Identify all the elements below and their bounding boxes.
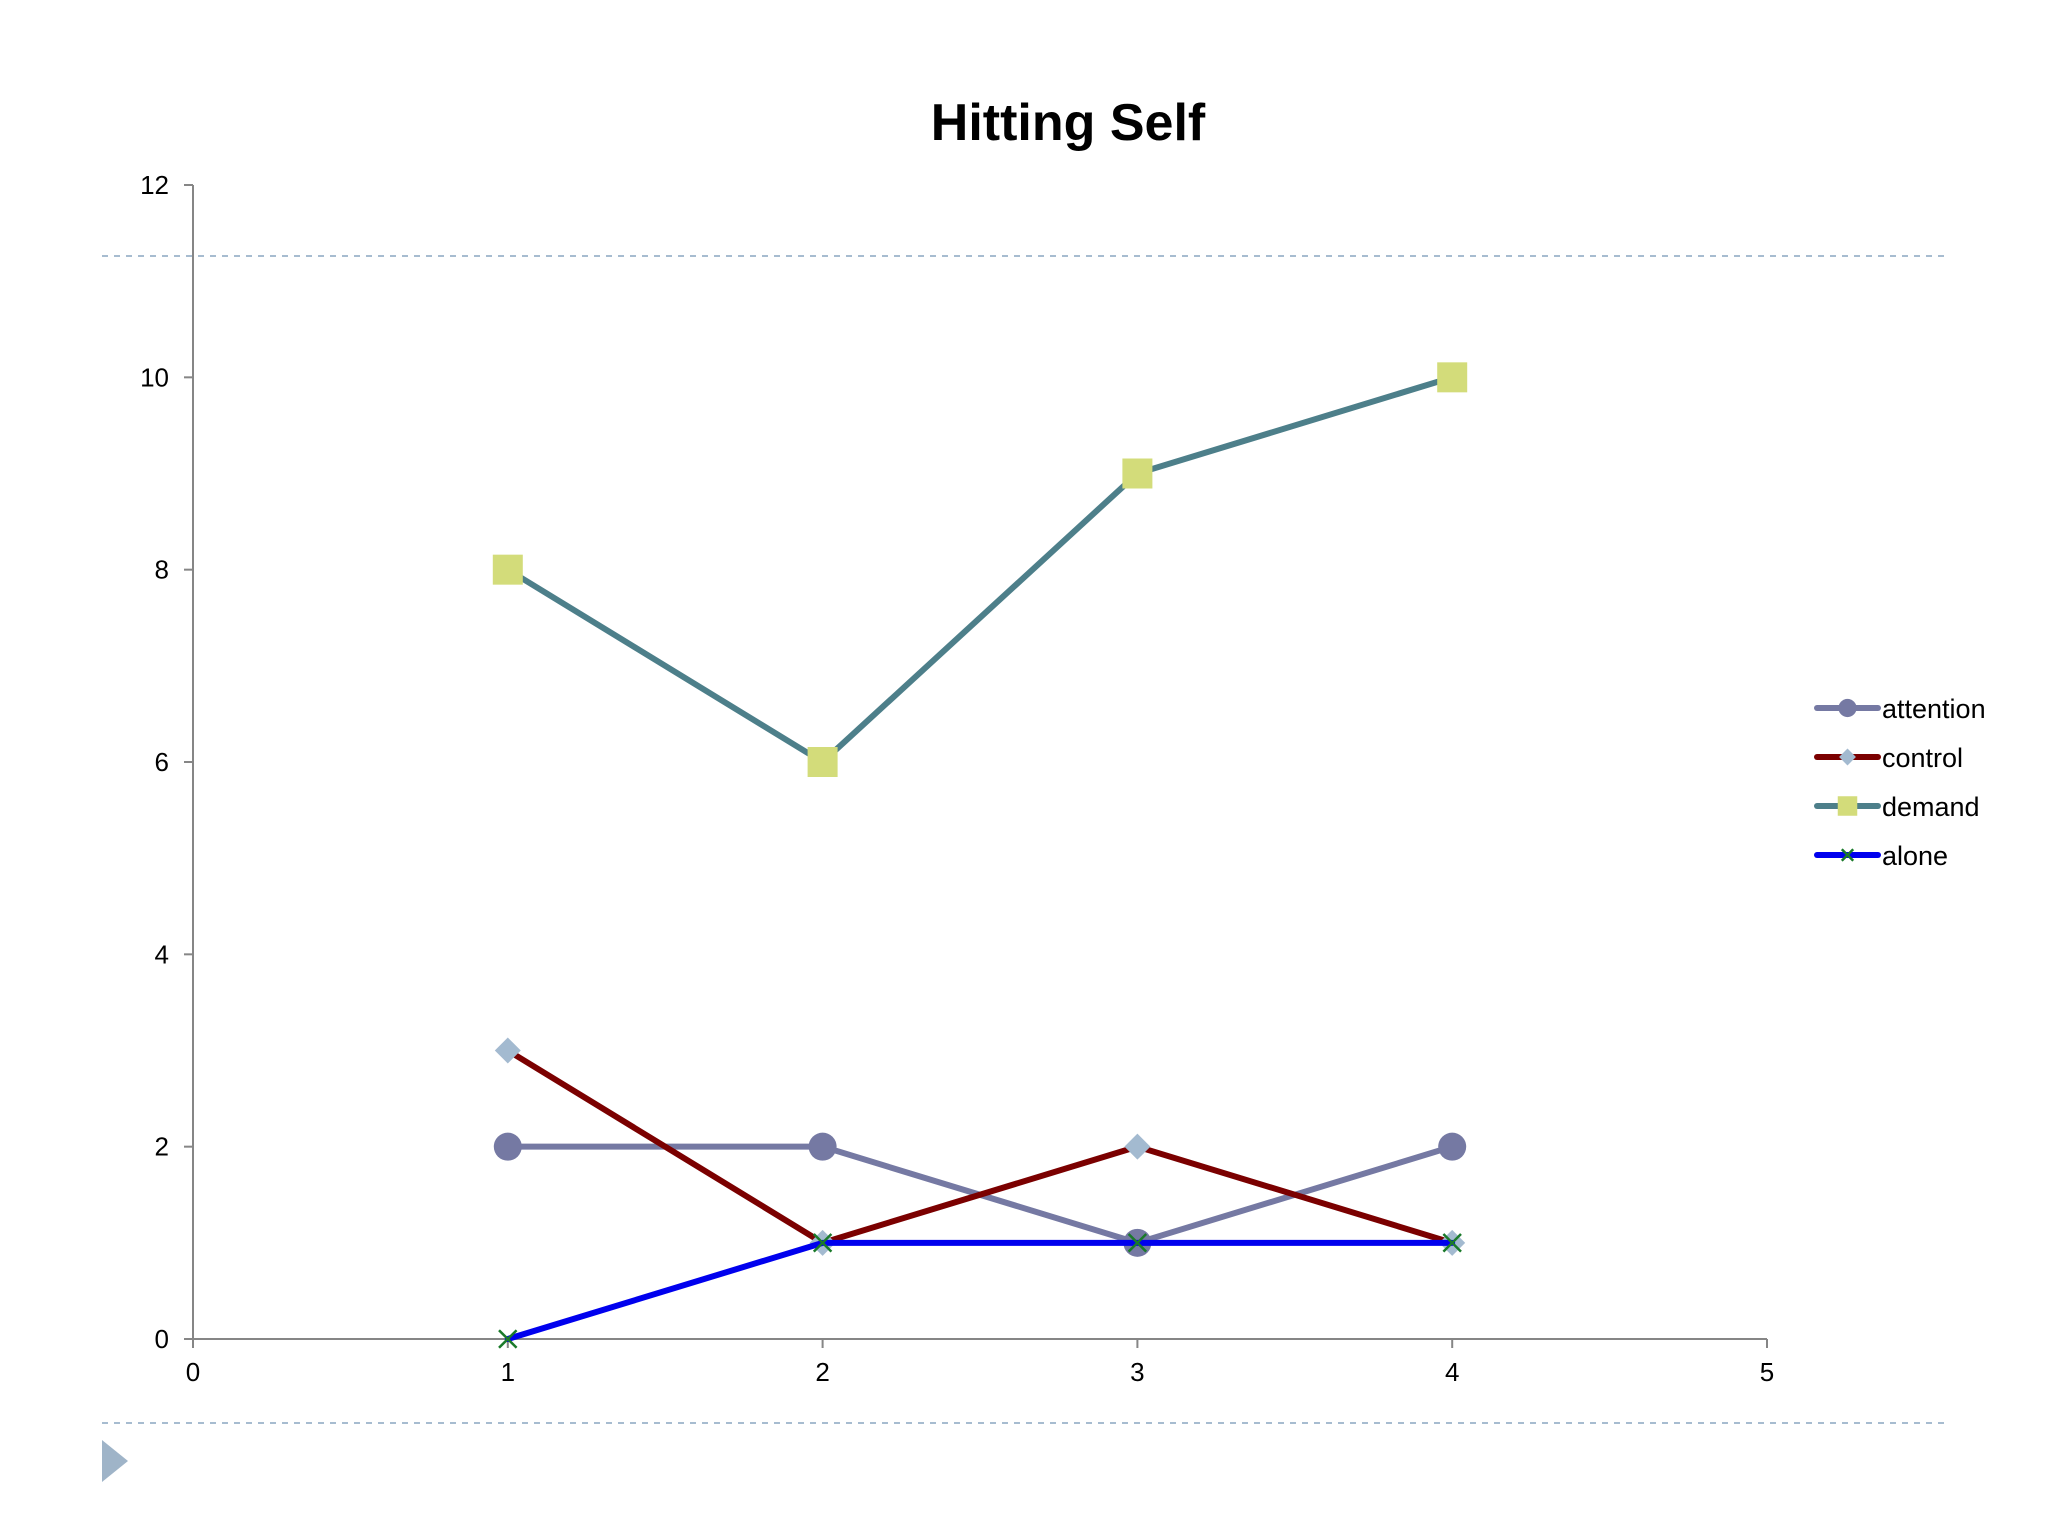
legend-item-attention: attention — [1814, 694, 1986, 724]
x-tick-label: 1 — [501, 1357, 515, 1387]
legend-label: control — [1882, 743, 1963, 773]
series-line-control — [504, 1047, 1456, 1246]
data-point-demand — [1437, 362, 1468, 393]
data-point-control — [1124, 1133, 1151, 1160]
y-tick-label: 6 — [155, 747, 169, 777]
series-line-demand — [504, 374, 1456, 765]
data-point-demand — [1122, 458, 1153, 489]
x-tick-label: 4 — [1445, 1357, 1459, 1387]
legend-item-control: control — [1814, 743, 1963, 773]
data-point-attention — [493, 1132, 522, 1161]
x-tick-label: 3 — [1130, 1357, 1144, 1387]
data-point-alone — [1127, 1233, 1148, 1253]
data-point-demand — [492, 554, 523, 585]
data-point-demand — [807, 747, 838, 777]
chart-title: Hitting Self — [931, 94, 1206, 152]
legend-swatch-marker — [1837, 796, 1858, 816]
y-tick-label: 0 — [155, 1324, 169, 1354]
legend-label: attention — [1882, 694, 1986, 724]
legend-swatch-marker — [1839, 748, 1856, 766]
legend-item-alone: alone — [1814, 841, 1948, 871]
y-tick-label: 4 — [155, 939, 169, 969]
y-tick-label: 12 — [140, 170, 169, 200]
legend: attention control demand alone — [1814, 694, 1986, 871]
data-point-alone — [812, 1233, 833, 1253]
data-point-alone — [1442, 1233, 1462, 1253]
triangle-right-icon[interactable] — [102, 1440, 128, 1482]
data-point-attention — [808, 1132, 837, 1161]
legend-label: demand — [1882, 792, 1980, 822]
plot-area — [492, 362, 1468, 1349]
legend-label: alone — [1882, 841, 1948, 871]
series-line-alone — [504, 1239, 1456, 1342]
y-tick-label: 2 — [155, 1132, 169, 1162]
y-tick-label: 8 — [155, 555, 169, 585]
series-alone — [498, 1233, 1462, 1349]
y-tick-label: 10 — [140, 362, 169, 392]
series-demand — [492, 362, 1468, 777]
legend-item-demand: demand — [1814, 792, 1980, 822]
legend-swatch-marker — [1840, 848, 1855, 862]
data-point-attention — [1438, 1132, 1467, 1161]
data-point-alone — [498, 1329, 518, 1349]
x-tick-label: 2 — [815, 1357, 829, 1387]
x-tick-label: 0 — [186, 1357, 200, 1387]
data-point-control — [494, 1037, 521, 1064]
x-tick-label: 5 — [1760, 1357, 1774, 1387]
legend-swatch-marker — [1838, 698, 1857, 718]
